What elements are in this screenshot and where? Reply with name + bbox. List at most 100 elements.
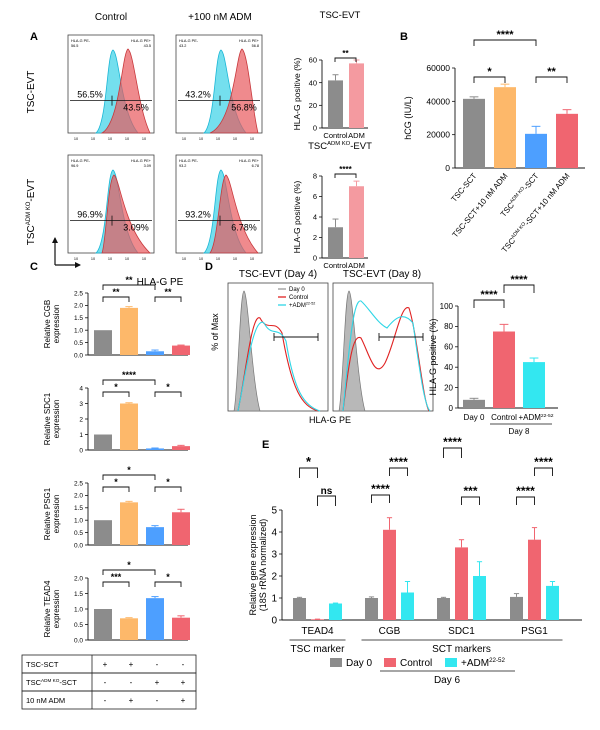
chart-c-3-ytick-label: 0.0 [74,542,83,549]
histogram-tick-label: 10 [199,137,203,141]
histogram-gate-neg: HLA-G PE- [71,39,91,43]
bar-adm [349,186,364,258]
chart-a_bottom-ytick-label: 4 [313,213,317,222]
sig-c-left-bracket [102,486,130,492]
category-label-main: TSC-SCT [449,171,478,203]
y-axis-label: (18S rRNA normalized) [258,519,268,612]
sig-c-left-bracket [102,391,130,397]
legend-e-group-label: Day 6 [434,675,461,686]
table-row-label-main: TSC [26,678,42,687]
table-cell: - [156,696,159,705]
bar-e-cgb-3 [401,592,414,620]
table-row-label-main: TSC-SCT [26,660,59,669]
bar-e-psg1-1 [510,596,523,620]
sig-c-right-label: * [166,572,170,582]
bar-e-sdc1-1 [437,598,450,620]
chart-a-bottom: TSCADM KO-EVT 0 2 4 6 8 Control ADM **** HLA-G po… [292,141,372,270]
chart-c-3-ytick-label: 2.5 [74,480,83,487]
category-label: PSG1 [521,626,548,637]
table-cell: + [155,678,160,687]
sig-c-left-bracket [102,296,130,302]
legend-day0-label-main: Day 0 [289,287,305,293]
histogram-peak-treated [101,174,151,254]
col-label-adm: +100 nM ADM [188,12,252,23]
chart-b: 0 20000 40000 60000 hCG (IU/L) TSC-SCTTSC-SCT… [403,29,585,254]
histogram-peak-treated [100,48,151,134]
chart-c-2-ytick-label: 3 [79,401,83,408]
chart-d-ytick-label: 40 [444,363,453,372]
row-label-tsc-adm-ko-evt: TSCADM KO-EVT [26,179,37,245]
bar-b-3 [525,133,547,168]
histogram-tick-label: 10 [108,257,112,261]
bar-e-tead4-1 [293,598,306,620]
histogram-corner-right: 6.78 [252,164,259,168]
bar-d-3 [523,362,545,408]
bar-e-psg1-2 [528,539,541,620]
bar-e-psg1-3 [546,585,559,620]
histogram-tick-label: 10 [216,257,220,261]
chart-a_bottom-ytick-label: 6 [313,192,317,201]
chart-c-4-ytick-label: 1.5 [74,591,83,598]
significance-bracket [334,173,357,178]
sig-c-right-label: * [166,477,170,487]
table-row-label-sup: ADM KO [41,678,60,683]
sig-c-outer-label: **** [122,370,137,380]
sig-c-right-bracket [154,581,182,587]
category-label: Control [323,131,348,140]
bar-d-2 [493,331,515,408]
sig-b-1-bracket [473,39,537,46]
histogram-gate-pos: HLA-G PE+ [131,39,152,43]
panel-e-letter: E [262,439,269,451]
chart-c-3-ytick-label: 0.5 [74,530,83,537]
chart-c-sub-1: 0.0 0.5 1.0 1.5 2.0 2.5 Relative CGB expression… [43,275,190,359]
chart-a_top-ytick-label: 20 [309,101,317,110]
table-row-label-end: -SCT [59,678,77,687]
chart-title: TSC-EVT [320,10,361,21]
chart-a_top-ytick-label: 60 [309,56,317,65]
histogram-adm [237,321,321,412]
chart-c-3-ytick-label: 1.0 [74,517,83,524]
chart-c-4-ytick-label: 0.0 [74,637,83,644]
chart-c-sub-4: 0.0 0.5 1.0 1.5 2.0 Relative TEAD4 expression *… [43,560,190,644]
histogram-gate-neg: HLA-G PE- [71,159,91,163]
sig-c-left-label: ** [112,287,120,297]
chart-title-main: TSC [308,141,327,152]
table-cell: - [156,660,159,669]
bar-c-2 [120,307,138,355]
legend-adm-label-main: +ADM [289,303,306,309]
histogram-control [342,307,430,412]
histogram-corner-left: 93.2 [179,164,186,168]
histogram-d-2 [332,282,434,412]
bar-c-2 [120,618,138,640]
sig-c-right-bracket [154,486,182,492]
bar-c-3 [146,351,164,355]
sig-e-tead4-2-label: ns [321,486,333,497]
sig-c-left-label: * [114,477,118,487]
table-row [21,690,197,710]
panel-d: D TSC-EVT (Day 4) TSC-EVT (Day 8) % of M… [205,261,558,436]
sig-e-sdc1-1-bracket [443,447,462,458]
sig-e-tead4-2-bracket [317,495,336,506]
chart-c-2-ytick-label: 4 [79,385,83,392]
sig-e-sdc1-2-label: *** [463,484,477,498]
panel-a-letter: A [30,31,38,43]
chart-c-1-ytick-label: 0.5 [74,340,83,347]
histogram-right-pct: 3.09% [123,223,149,233]
bar-c-2 [120,502,138,545]
chart-title-sup: ADM KO [327,141,351,147]
histogram-tick-label: 10 [233,257,237,261]
bar-c-2 [120,403,138,450]
sig-c-right-label: ** [164,287,172,297]
y-axis-label: Relative TEAD4 [43,580,52,637]
sig-b-3-label: ** [547,66,556,78]
sig-d-2-bracket [503,284,535,293]
histogram-tick-label: 10 [142,137,146,141]
chart-d-ytick-label: 100 [440,302,454,311]
significance-bracket [334,57,357,62]
y-axis-label: expression [52,305,61,344]
group-label-sct: SCT markers [432,644,491,655]
